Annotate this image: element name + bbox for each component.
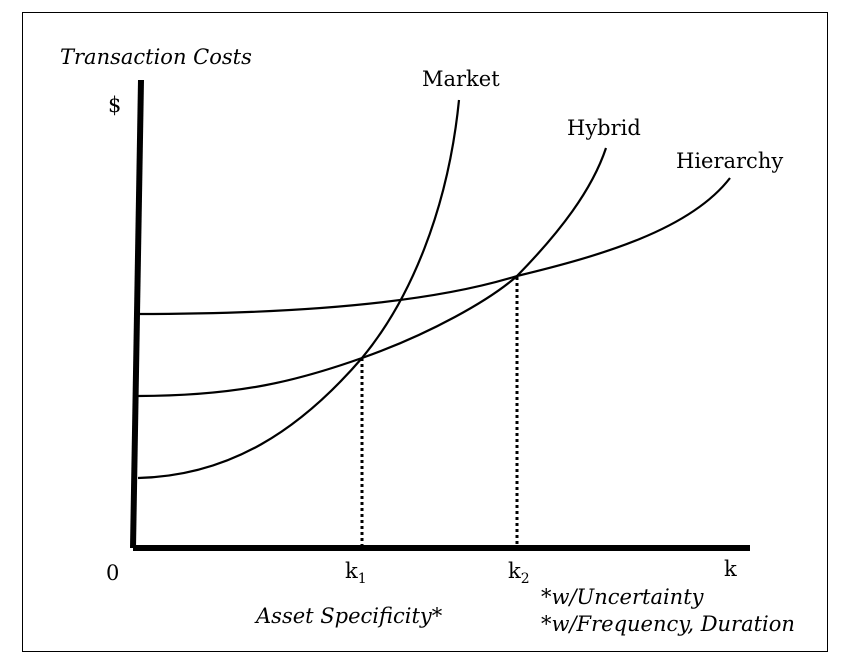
note-uncertainty: *w/Uncertainty: [541, 585, 705, 609]
figure-frame: [22, 12, 828, 652]
y-axis: [130, 79, 144, 549]
y-unit-label: $: [108, 93, 121, 117]
note-frequency-duration: *w/Frequency, Duration: [541, 612, 795, 636]
tick-label-k1: k1: [345, 559, 367, 587]
origin-label: 0: [106, 561, 119, 585]
tick-label-k: k: [724, 557, 737, 581]
market-curve: [137, 99, 461, 480]
y-axis-label: Transaction Costs: [60, 45, 252, 69]
series-label-hierarchy: Hierarchy: [676, 149, 783, 173]
series-label-market: Market: [422, 67, 500, 91]
series-label-hybrid: Hybrid: [567, 116, 641, 140]
x-axis-label: Asset Specificity*: [254, 604, 443, 628]
hierarchy-curve: [137, 177, 731, 316]
tick-label-k2: k2: [508, 559, 530, 587]
hybrid-curve: [137, 147, 608, 398]
